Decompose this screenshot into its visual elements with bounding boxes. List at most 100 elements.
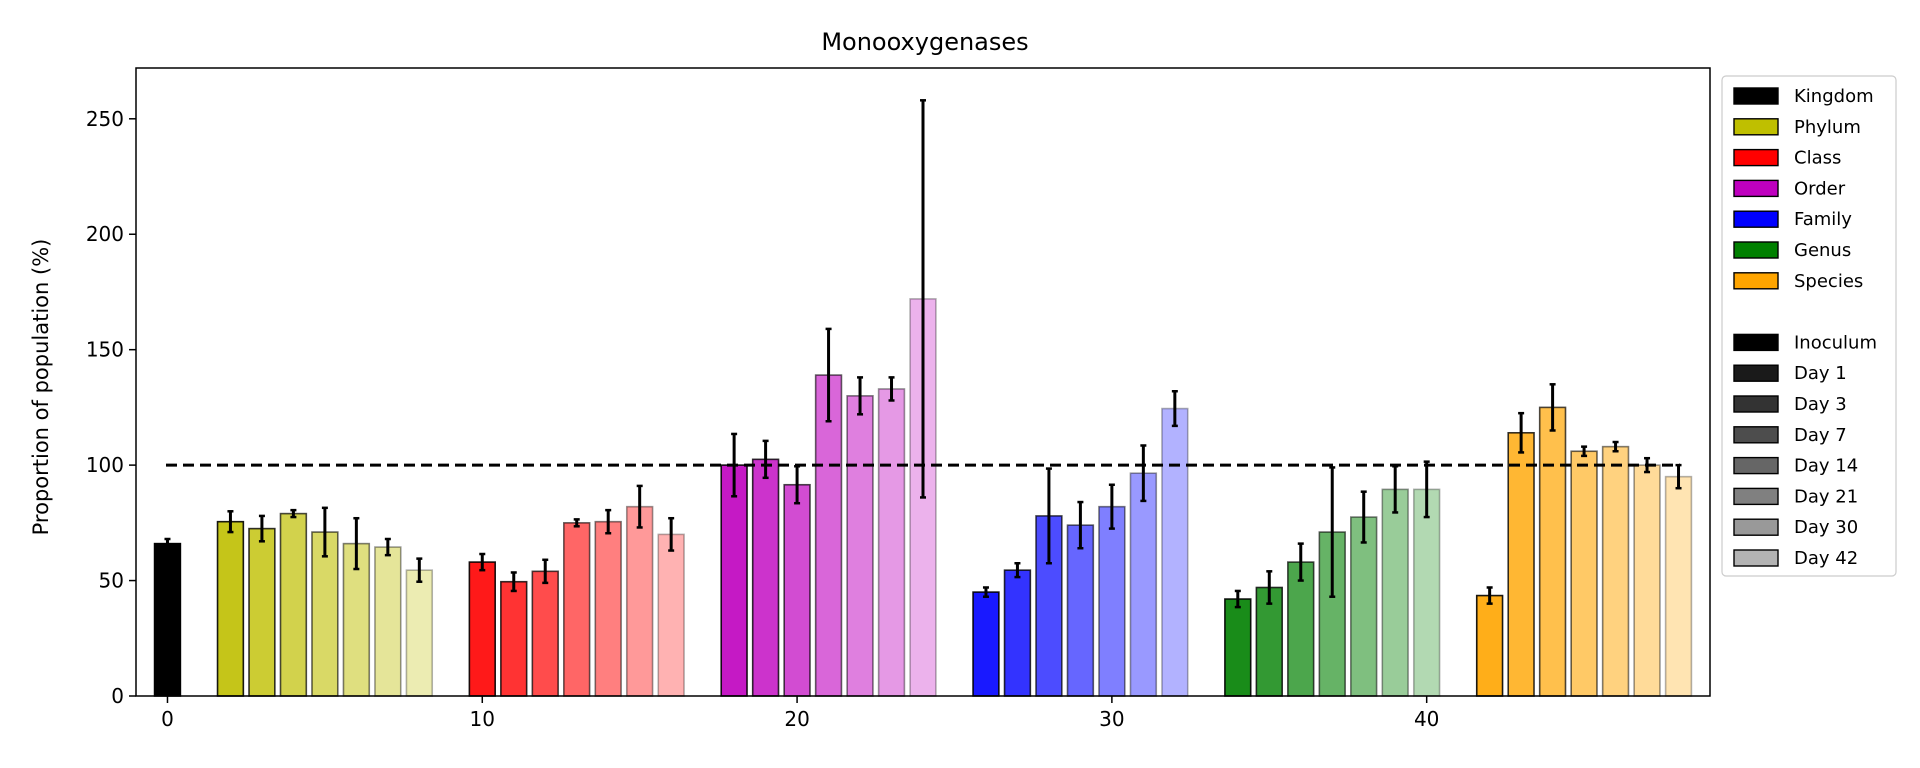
errorbar-family-32 <box>1171 389 1178 428</box>
chart-title: Monooxygenases <box>821 28 1028 56</box>
y-axis: 0 50 100 150 200 250 <box>86 107 136 708</box>
errorbar-family-31 <box>1140 444 1147 503</box>
legend-item-order: Order <box>1733 178 1846 199</box>
bar-class-13 <box>563 522 591 697</box>
errorbar-species-43 <box>1518 411 1525 454</box>
legend-item-class: Class <box>1733 148 1841 169</box>
x-tick-label-0: 0 <box>161 707 174 731</box>
errorbar-class-13 <box>573 518 580 528</box>
x-tick-label-10: 10 <box>470 707 495 731</box>
legend-label-day-30: Day 30 <box>1794 517 1858 538</box>
errorbar-phylum-4 <box>290 508 297 519</box>
bar-class-12 <box>531 570 559 697</box>
errorbar-family-30 <box>1108 483 1115 530</box>
legend-item-phylum: Phylum <box>1733 117 1861 138</box>
errorbar-species-44 <box>1549 383 1556 432</box>
errorbar-class-10 <box>479 552 486 572</box>
bar-species-42 <box>1475 594 1504 697</box>
errorbar-genus-35 <box>1266 570 1273 605</box>
legend-label-day-3: Day 3 <box>1794 394 1847 415</box>
bar-class-14 <box>594 520 622 697</box>
legend-swatch-phylum <box>1733 118 1779 136</box>
legend-items: Kingdom Phylum Class Order Family Genus Specie… <box>1733 86 1877 569</box>
legend-label-day-14: Day 14 <box>1794 456 1858 477</box>
bar-phylum-8 <box>405 569 434 697</box>
errorbar-genus-38 <box>1360 490 1367 544</box>
legend-item-day-42: Day 42 <box>1733 548 1858 569</box>
legend-item-genus: Genus <box>1733 240 1851 261</box>
bar-phylum-4 <box>279 512 308 697</box>
y-tick-label-50: 50 <box>99 569 124 593</box>
errorbar-order-21 <box>825 327 832 423</box>
legend-item-species: Species <box>1733 271 1863 292</box>
errorbar-genus-34 <box>1234 589 1241 609</box>
bar-class-10 <box>468 561 496 697</box>
errorbar-family-28 <box>1045 467 1052 565</box>
legend-swatch-class <box>1733 148 1779 167</box>
errorbar-order-24 <box>920 99 926 499</box>
legend-swatch-family <box>1733 210 1779 228</box>
bar-family-27 <box>1003 569 1032 697</box>
legend-swatch-order <box>1733 179 1779 198</box>
bar-species-48 <box>1664 475 1693 697</box>
x-tick-label-40: 40 <box>1414 707 1439 731</box>
legend-label-day-1: Day 1 <box>1794 363 1847 384</box>
legend-label-inoculum: Inoculum <box>1794 332 1877 353</box>
bar-species-43 <box>1507 431 1535 697</box>
bar-genus-39 <box>1381 488 1409 697</box>
y-tick-label-250: 250 <box>86 107 124 131</box>
bar-phylum-2 <box>216 520 245 697</box>
bar-order-18 <box>720 464 748 697</box>
bar-family-30 <box>1098 505 1126 697</box>
legend-item-family: Family <box>1733 209 1852 230</box>
errorbar-species-45 <box>1581 445 1588 458</box>
errorbar-order-22 <box>857 376 864 416</box>
bar-order-23 <box>877 388 906 697</box>
errorbar-species-48 <box>1675 463 1682 490</box>
bar-species-45 <box>1570 450 1598 697</box>
legend-item-day-30: Day 30 <box>1733 517 1858 538</box>
legend-item-inoculum: Inoculum <box>1733 332 1877 353</box>
bar-kingdom-0 <box>153 542 182 697</box>
legend-swatch-genus <box>1733 241 1779 259</box>
legend-item-kingdom: Kingdom <box>1733 86 1874 107</box>
errorbar-class-15 <box>636 484 643 529</box>
errorbar-family-26 <box>982 586 989 598</box>
y-tick-label-0: 0 <box>111 684 124 708</box>
errorbar-family-29 <box>1077 500 1084 550</box>
legend-swatch-day-30 <box>1733 518 1779 536</box>
bar-order-19 <box>751 458 780 697</box>
legend: Kingdom Phylum Class Order Family Genus Specie… <box>1721 75 1897 577</box>
legend-frame <box>1721 75 1897 577</box>
legend-swatch-kingdom <box>1733 87 1779 105</box>
legend-label-day-42: Day 42 <box>1794 548 1858 569</box>
legend-label-day-7: Day 7 <box>1794 425 1847 446</box>
bar-class-11 <box>500 580 528 697</box>
bar-genus-40 <box>1412 488 1441 697</box>
legend-label-family: Family <box>1794 209 1852 230</box>
errorbar-class-16 <box>668 516 675 552</box>
legend-swatch-day-42 <box>1733 549 1779 567</box>
errorbar-species-42 <box>1486 586 1493 605</box>
errorbar-species-46 <box>1612 440 1619 453</box>
legend-swatch-inoculum <box>1733 333 1779 352</box>
legend-swatch-species <box>1733 272 1779 290</box>
x-tick-label-20: 20 <box>784 707 809 731</box>
legend-label-day-21: Day 21 <box>1794 486 1858 507</box>
bar-genus-34 <box>1224 598 1252 697</box>
bar-species-47 <box>1633 464 1661 697</box>
errorbar-genus-37 <box>1329 466 1336 598</box>
legend-label-kingdom: Kingdom <box>1794 86 1874 107</box>
legend-item-day-1: Day 1 <box>1733 363 1847 384</box>
errorbar-phylum-3 <box>258 514 265 543</box>
legend-item-day-21: Day 21 <box>1733 486 1858 507</box>
errorbar-family-27 <box>1014 561 1021 579</box>
errorbar-genus-40 <box>1423 460 1430 519</box>
errorbar-class-14 <box>605 508 612 535</box>
errorbar-phylum-8 <box>416 557 423 583</box>
legend-swatch-day-1 <box>1733 364 1779 382</box>
legend-item-day-7: Day 7 <box>1733 425 1847 446</box>
bar-family-31 <box>1129 472 1158 697</box>
legend-swatch-day-14 <box>1733 456 1779 475</box>
